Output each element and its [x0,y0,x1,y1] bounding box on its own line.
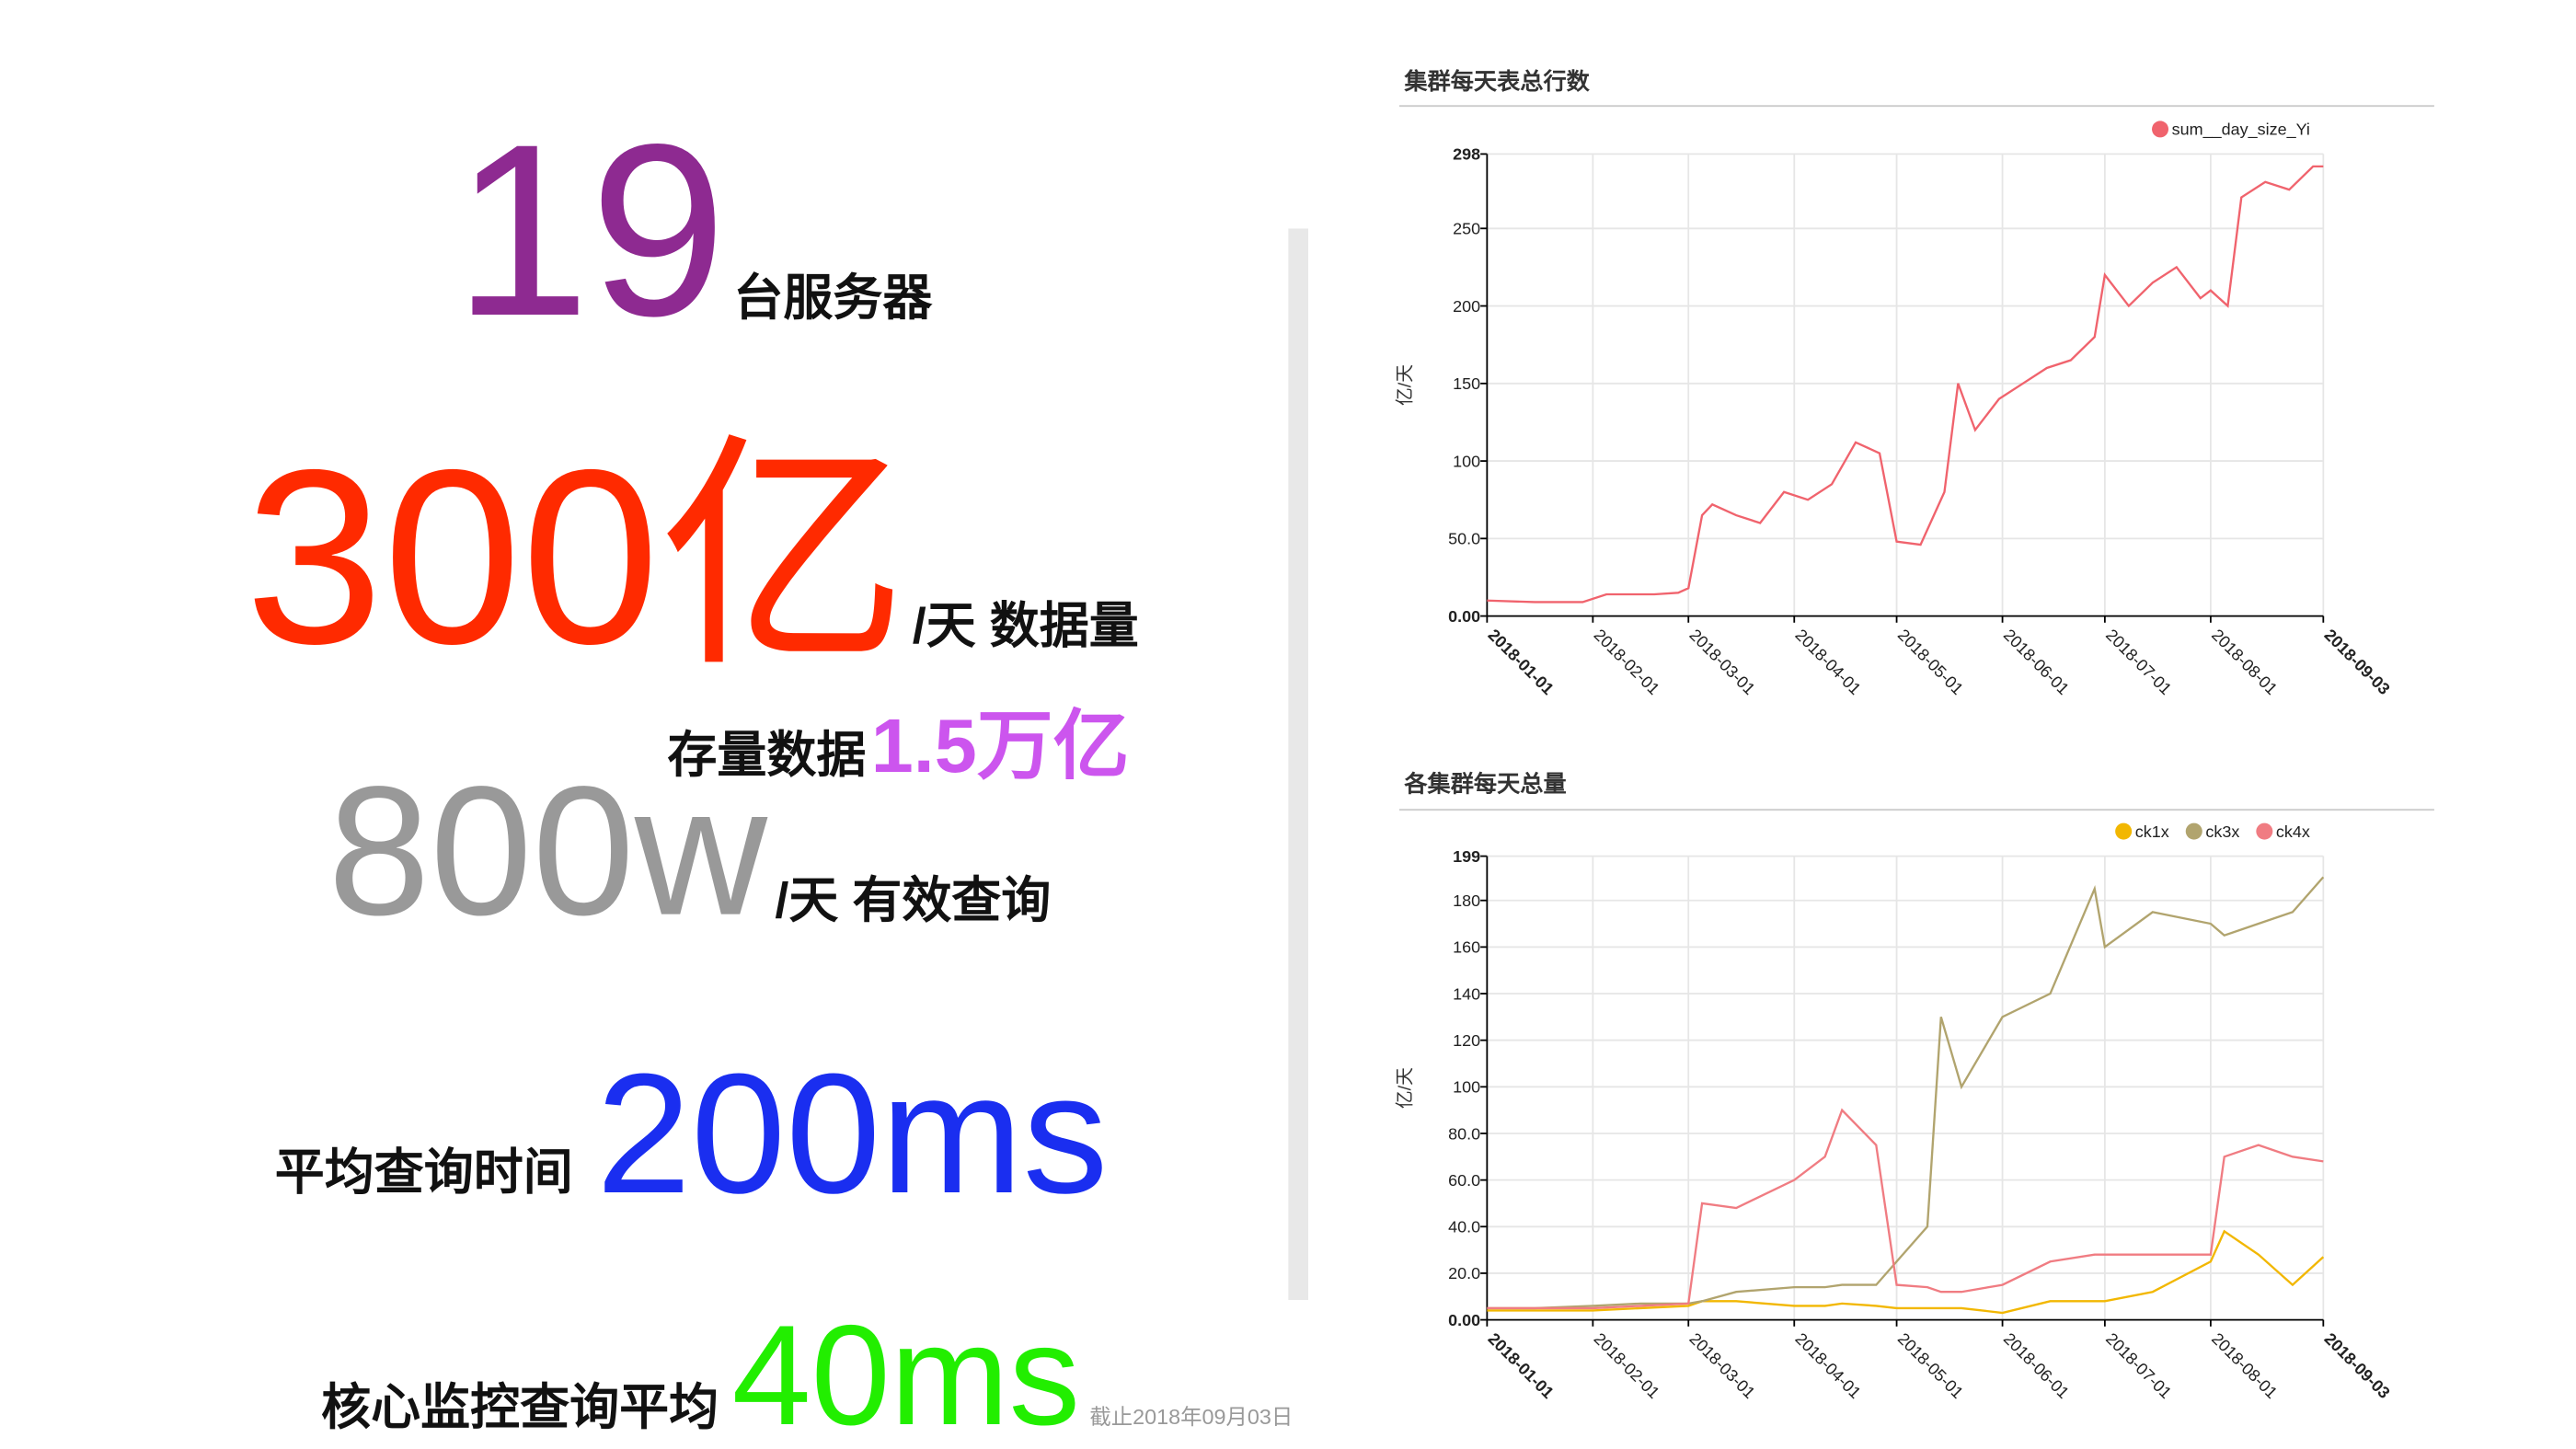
x-tick-label: 2018-09-03 [2320,626,2393,698]
x-tick-label: 2018-04-01 [1791,1329,1864,1402]
series-line [1487,1229,2325,1315]
y-axis-label: 亿/天 [1396,364,1416,406]
legend-swatch [2152,121,2169,138]
x-tick-label: 2018-05-01 [1894,1329,1967,1402]
x-tick-label: 2018-08-01 [2208,1329,2281,1402]
y-tick-label: 0.00 [1448,1311,1480,1329]
y-tick-label: 20.0 [1448,1264,1480,1282]
x-tick-label: 2018-05-01 [1894,626,1967,698]
x-tick-label: 2018-03-01 [1685,626,1758,698]
x-tick-label: 2018-02-01 [1591,626,1663,698]
stock-label: 存量数据 [667,728,866,783]
chart-title: 集群每天表总行数 [1403,68,1590,95]
y-tick-label: 100 [1453,452,1480,470]
daily-volume-label: /天 数据量 [913,598,1139,653]
chart-title: 各集群每天总量 [1403,770,1566,797]
y-tick-label: 60.0 [1448,1171,1480,1190]
x-tick-label: 2018-06-01 [2000,626,2073,698]
y-tick-label: 200 [1453,297,1480,316]
y-tick-label: 0.00 [1448,607,1480,626]
x-tick-label: 2018-01-01 [1485,626,1558,698]
series-line [1487,1108,2324,1310]
x-tick-label: 2018-07-01 [2102,1329,2175,1402]
x-tick-label: 2018-06-01 [2000,1329,2073,1402]
daily-queries-value: 800w [328,749,767,954]
avg-query-label: 平均查询时间 [275,1144,573,1200]
legend-swatch [2256,822,2273,840]
legend-label: ck4x [2276,822,2310,841]
y-tick-label: 180 [1453,891,1480,910]
daily-queries-label: /天 有效查询 [775,873,1051,928]
y-tick-label: 150 [1453,374,1480,393]
as-of-note: 截止2018年09月03日 [1089,1405,1293,1429]
legend-swatch [2115,822,2133,840]
y-tick-label: 50.0 [1448,530,1480,548]
legend-label: ck1x [2135,822,2169,841]
x-tick-label: 2018-09-03 [2320,1329,2393,1402]
y-tick-label: 298 [1453,145,1480,164]
y-tick-label: 140 [1453,984,1480,1003]
divider [1288,228,1308,1300]
legend-swatch [2185,822,2202,840]
y-tick-label: 199 [1453,847,1480,866]
legend-label: ck3x [2205,822,2239,841]
y-tick-label: 250 [1453,220,1480,238]
avg-query-value: 200ms [596,1039,1108,1229]
x-tick-label: 2018-01-01 [1485,1329,1558,1402]
x-tick-label: 2018-02-01 [1591,1329,1663,1402]
series-line [1487,876,2325,1310]
y-tick-label: 80.0 [1448,1124,1480,1143]
servers-value: 19 [454,94,726,367]
servers-label: 台服务器 [733,270,933,326]
x-tick-label: 2018-08-01 [2208,626,2281,698]
y-axis-label: 亿/天 [1396,1067,1416,1109]
x-tick-label: 2018-07-01 [2102,626,2175,698]
y-tick-label: 160 [1453,938,1480,957]
x-tick-label: 2018-04-01 [1791,626,1864,698]
y-tick-label: 40.0 [1448,1218,1480,1236]
stock-value: 1.5万亿 [871,703,1130,788]
legend-label: sum__day_size_Yi [2172,121,2310,140]
daily-volume-value: 300亿 [245,419,907,696]
y-tick-label: 120 [1453,1031,1480,1050]
x-tick-label: 2018-03-01 [1685,1329,1758,1402]
series-line [1487,165,2324,604]
core-query-label: 核心监控查询平均 [321,1380,719,1435]
core-query-value: 40ms [732,1295,1080,1449]
y-tick-label: 100 [1453,1078,1480,1097]
